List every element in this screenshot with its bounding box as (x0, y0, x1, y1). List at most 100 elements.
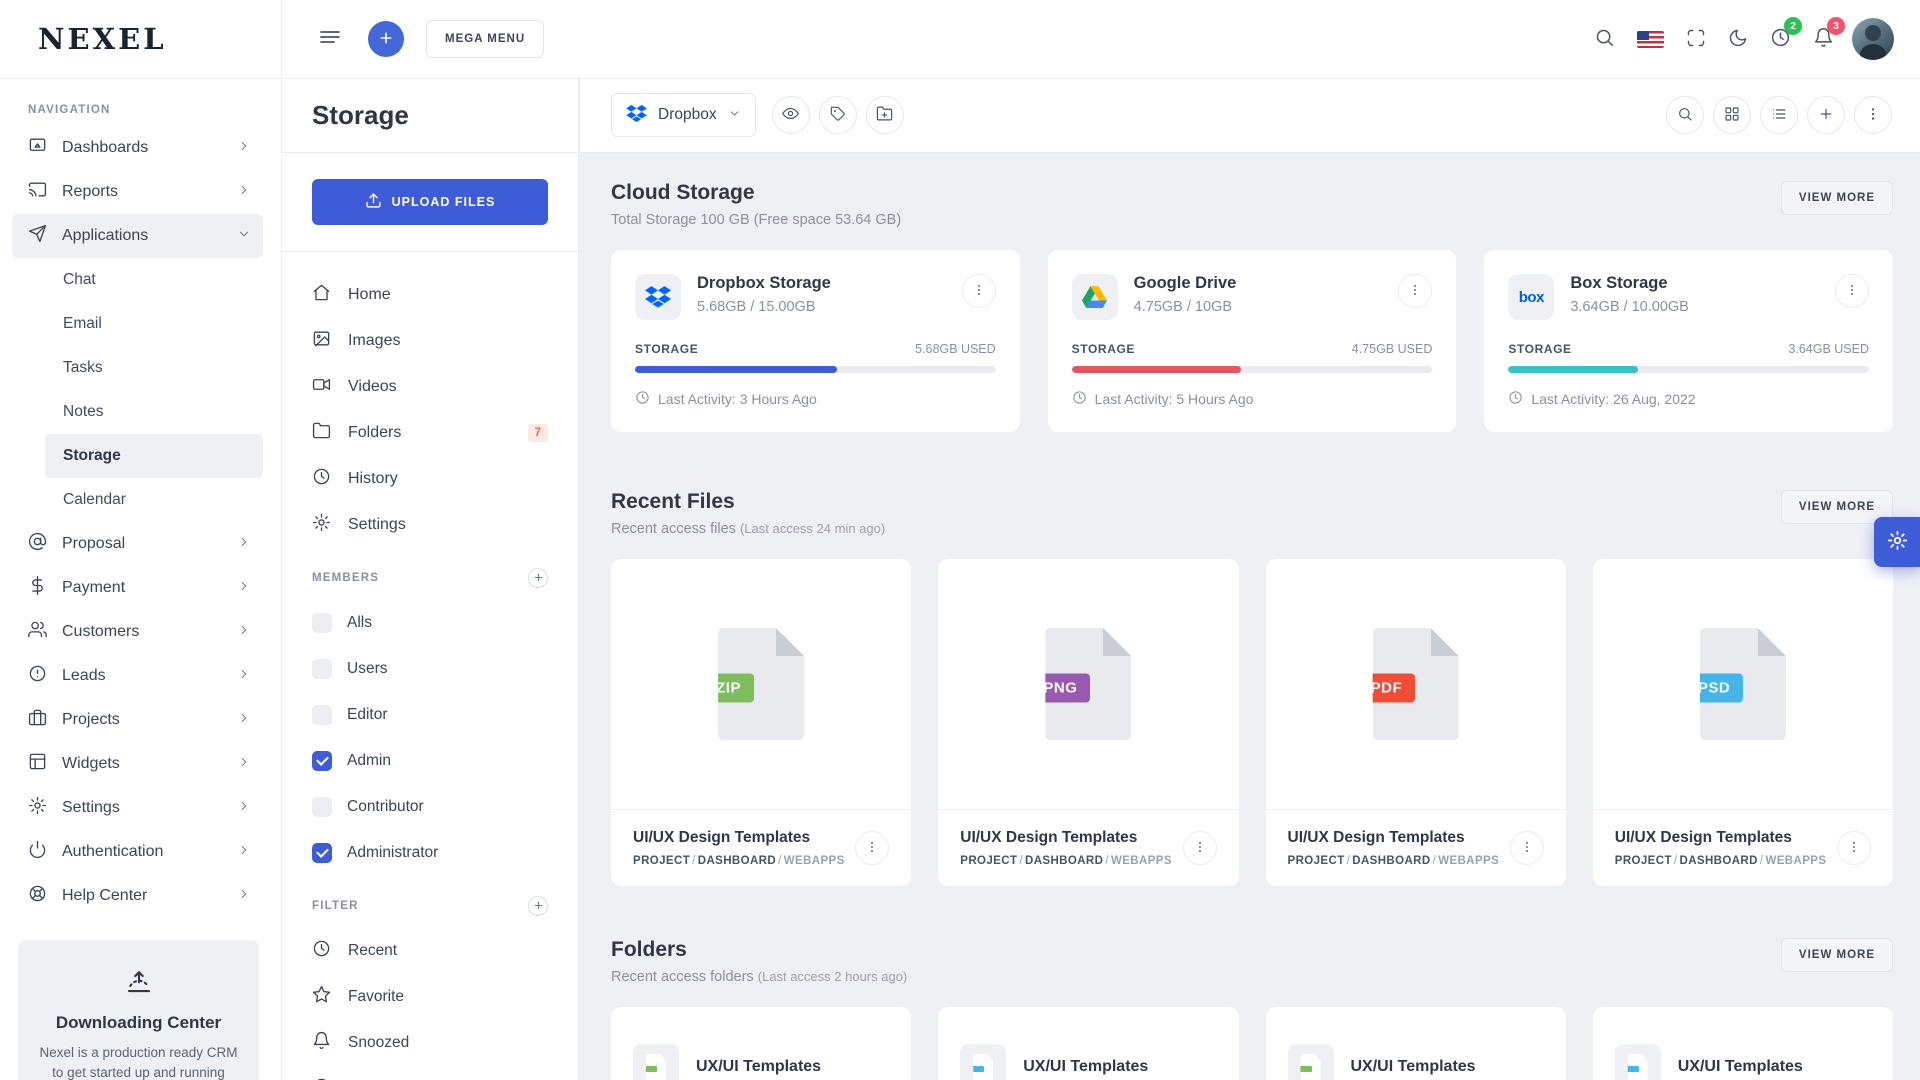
sidebar-item-applications[interactable]: Applications (12, 214, 263, 258)
sidebar-item-storage[interactable]: Storage (45, 434, 263, 478)
theme-customizer-button[interactable] (1874, 517, 1920, 567)
file-title: UI/UX Design Templates (633, 829, 811, 846)
storage-menu-home[interactable]: Home (312, 272, 548, 318)
storage-menu-videos[interactable]: Videos (312, 364, 548, 410)
mega-menu-button[interactable]: MEGA MENU (426, 20, 545, 58)
storage-source-dropdown[interactable]: Dropbox (611, 93, 756, 137)
checkbox-editor[interactable] (312, 705, 332, 725)
card-menu-button[interactable] (961, 274, 996, 308)
checkbox-administrator[interactable] (312, 843, 332, 863)
content-scroll-area[interactable]: Cloud Storage Total Storage 100 GB (Free… (580, 153, 1920, 1080)
storage-menu-history[interactable]: History (312, 456, 548, 502)
header-left-controls: MEGA MENU (314, 20, 545, 58)
filter-favorite[interactable]: Favorite (312, 974, 548, 1020)
sidebar-item-email[interactable]: Email (45, 302, 263, 346)
sidebar-toggle-button[interactable] (314, 22, 346, 57)
quick-add-button[interactable] (368, 21, 404, 57)
folder-title: UX/UI Templates (1023, 1058, 1149, 1075)
file-menu-button[interactable] (1837, 831, 1871, 865)
storage-menu-label: Images (348, 332, 401, 349)
new-folder-button[interactable] (865, 96, 904, 134)
storage-menu-settings[interactable]: Settings (312, 502, 548, 548)
preview-button[interactable] (771, 96, 810, 134)
checkbox-contributor[interactable] (312, 797, 332, 817)
sidebar-item-proposal[interactable]: Proposal (12, 522, 263, 566)
fullscreen-button[interactable] (1682, 24, 1710, 55)
activity-history-button[interactable]: 2 (1766, 17, 1802, 55)
card-menu-button[interactable] (1398, 274, 1433, 308)
dark-mode-toggle[interactable] (1724, 24, 1752, 55)
page-fold (776, 628, 804, 656)
members-section-header: MEMBERS (312, 568, 548, 588)
member-filter-administrator[interactable]: Administrator (312, 830, 548, 876)
grid-view-button[interactable] (1713, 96, 1751, 134)
upload-files-button[interactable]: UPLOAD FILES (312, 179, 548, 225)
sidebar-item-notes[interactable]: Notes (45, 390, 263, 434)
sidebar-item-reports[interactable]: Reports (12, 170, 263, 214)
folder-card[interactable]: UX/UI Templates (1265, 1007, 1566, 1080)
add-member-button[interactable] (528, 568, 548, 588)
sidebar-item-payment[interactable]: Payment (12, 566, 263, 610)
tags-button[interactable] (818, 96, 857, 134)
storage-card-box: box Box Storage 3.64GB / 10.00GB STORAGE… (1484, 250, 1894, 432)
sidebar-item-authentication[interactable]: Authentication (12, 830, 263, 874)
checkbox-alls[interactable] (312, 613, 332, 633)
dropbox-logo-icon (635, 274, 681, 320)
add-filter-button[interactable] (528, 896, 548, 916)
sidebar-item-customers[interactable]: Customers (12, 610, 263, 654)
downloading-center-card[interactable]: Downloading Center Nexel is a production… (18, 940, 259, 1080)
chevron-down-icon (237, 227, 251, 246)
checkbox-admin[interactable] (312, 751, 332, 771)
file-menu-button[interactable] (855, 831, 890, 865)
zip-file-icon: ZIP (718, 628, 804, 740)
sidebar-item-label: Settings (62, 799, 120, 816)
sidebar-item-leads[interactable]: Leads (12, 654, 263, 698)
member-filter-admin[interactable]: Admin (312, 738, 548, 784)
file-card-psd[interactable]: PSD UI/UX Design Templates PROJECT / DASHB… (1592, 559, 1893, 886)
sidebar-item-chat[interactable]: Chat (45, 258, 263, 302)
add-new-button[interactable] (1807, 96, 1845, 134)
sidebar-item-help-center[interactable]: Help Center (12, 874, 263, 918)
file-menu-button[interactable] (1182, 831, 1217, 865)
header-search-button[interactable] (1590, 23, 1619, 55)
storage-menu-images[interactable]: Images (312, 318, 548, 364)
submenu-label: Storage (63, 447, 121, 464)
cloud-storage-view-more-button[interactable]: VIEW MORE (1780, 181, 1893, 215)
sidebar-item-projects[interactable]: Projects (12, 698, 263, 742)
filter-important[interactable]: Important 3 (312, 1066, 548, 1080)
folder-card[interactable]: UX/UI Templates (938, 1007, 1239, 1080)
filter-recent[interactable]: Recent (312, 928, 548, 974)
sidebar-item-dashboards[interactable]: Dashboards (12, 126, 263, 170)
sidebar-item-settings[interactable]: Settings (12, 786, 263, 830)
language-selector[interactable] (1633, 27, 1668, 52)
file-card-zip[interactable]: ZIP UI/UX Design Templates PROJECT / DASHB… (611, 559, 912, 886)
more-options-button[interactable] (1854, 96, 1892, 134)
recent-files-view-more-button[interactable]: VIEW MORE (1780, 490, 1893, 524)
folder-card[interactable]: UX/UI Templates (611, 1007, 912, 1080)
file-card-png[interactable]: PNG UI/UX Design Templates PROJECT / DASHB… (938, 559, 1239, 886)
sidebar-item-calendar[interactable]: Calendar (45, 478, 263, 522)
list-view-button[interactable] (1760, 96, 1798, 134)
filter-snoozed[interactable]: Snoozed (312, 1020, 548, 1066)
file-card-pdf[interactable]: PDF UI/UX Design Templates PROJECT / DASHB… (1265, 559, 1566, 886)
brand-logo[interactable]: NEXEL (38, 22, 167, 56)
sidebar-item-tasks[interactable]: Tasks (45, 346, 263, 390)
user-avatar[interactable] (1852, 18, 1894, 60)
file-preview: PSD (1592, 559, 1893, 810)
sidebar-item-widgets[interactable]: Widgets (12, 742, 263, 786)
file-menu-button[interactable] (1509, 831, 1544, 865)
clock-icon (635, 390, 650, 408)
checkbox-users[interactable] (312, 659, 332, 679)
card-menu-button[interactable] (1835, 274, 1870, 308)
folders-view-more-button[interactable]: VIEW MORE (1780, 938, 1893, 972)
storage-menu-folders[interactable]: Folders 7 (312, 410, 548, 456)
chevron-right-icon (237, 139, 251, 158)
folder-card[interactable]: UX/UI Templates (1592, 1007, 1893, 1080)
member-filter-alls[interactable]: Alls (312, 600, 548, 646)
member-filter-users[interactable]: Users (312, 646, 548, 692)
sidebar-item-label: Help Center (62, 887, 148, 904)
search-files-button[interactable] (1666, 96, 1704, 134)
member-filter-editor[interactable]: Editor (312, 692, 548, 738)
notifications-button[interactable]: 3 (1809, 17, 1845, 55)
member-filter-contributor[interactable]: Contributor (312, 784, 548, 830)
